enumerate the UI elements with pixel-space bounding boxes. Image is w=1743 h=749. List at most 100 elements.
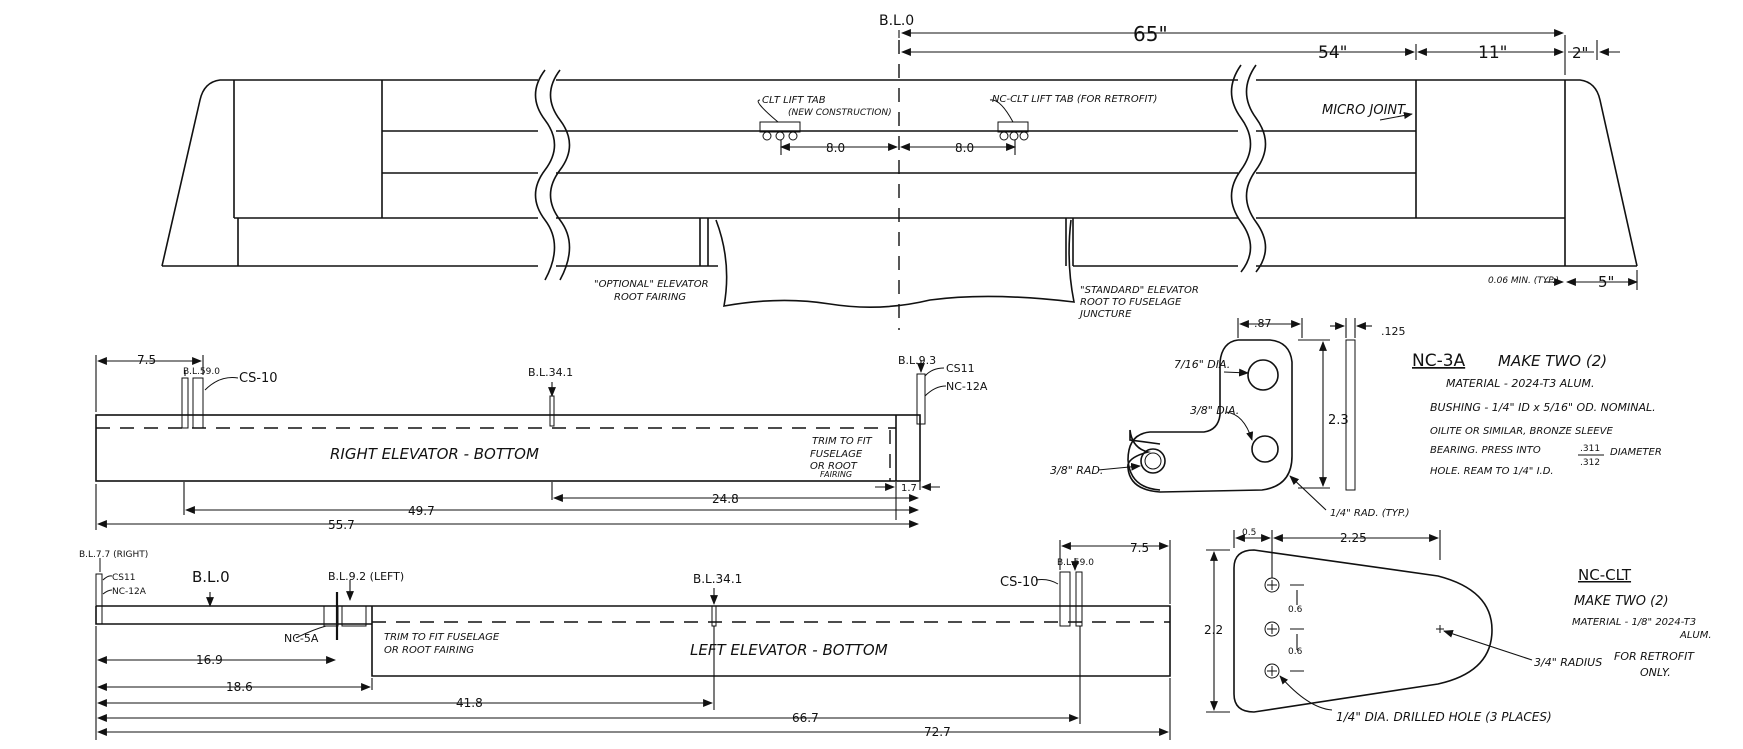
ncclt-retro-1: FOR RETROFIT: [1614, 650, 1695, 663]
clt-leader: [757, 99, 779, 123]
cs11-leader-right: [924, 367, 945, 377]
nc3a-dim-87: .87: [1254, 317, 1272, 330]
right-elevator-view: RIGHT ELEVATOR - BOTTOM 7.5 B.L.59.0 CS-…: [95, 353, 988, 532]
nc3a-bushing-inner: [1144, 452, 1162, 470]
cs10-leader-right: [204, 377, 239, 391]
cs11-label-right: CS11: [946, 362, 975, 375]
cs10-horn-right: [192, 377, 204, 429]
ncclt-dim-0-6a: 0.6: [1288, 605, 1303, 615]
right-trim-note-3: OR ROOT: [810, 461, 858, 472]
dim-49-7: 49.7: [408, 504, 435, 518]
right-elevator-outline: [95, 414, 921, 482]
bl92-label: B.L.9.2 (LEFT): [328, 570, 404, 583]
bl77-label: B.L.7.7 (RIGHT): [79, 550, 148, 560]
right-trim-note-1: TRIM TO FIT: [812, 436, 873, 447]
nc3a-dim-2-3: 2.3: [1328, 413, 1349, 428]
ncclt-hole-spacing-dims: [1290, 584, 1304, 672]
clt-tab-label: CLT LIFT TAB: [762, 95, 826, 106]
ext-lines-7-5-left: [1059, 540, 1171, 604]
bl34-label-right: B.L.34.1: [528, 366, 573, 379]
nc3a-note-1: MATERIAL - 2024-T3 ALUM.: [1446, 377, 1594, 390]
nc3a-ext-lines-top: [1237, 318, 1356, 338]
ncclt-leader: [989, 99, 1014, 123]
break-line-left-a: [534, 69, 556, 281]
right-trim-note-4: FAIRING: [820, 470, 852, 479]
right-trim-note-2: FUSELAGE: [810, 449, 863, 460]
bl59-horn: [181, 377, 189, 429]
nc3a-note-3: OILITE OR SIMILAR, BRONZE SLEEVE: [1430, 426, 1613, 437]
nc3a-rad-1-4-label: 1/4" RAD. (TYP.): [1330, 508, 1410, 519]
dim-55-7: 55.7: [328, 518, 355, 532]
nc3a-note-2: BUSHING - 1/4" ID x 5/16" OD. NOMINAL.: [1430, 401, 1656, 414]
dim-16-9: 16.9: [196, 653, 223, 667]
hinge-line: [233, 80, 1565, 219]
ext-lines-left-bottom-2: [95, 700, 1171, 740]
nc3a-hole-3-8: [1251, 435, 1279, 463]
nc3a-part-view: .87 .125 7/16" DIA. 3/8" DIA. 3/8" RAD. …: [1050, 317, 1662, 519]
bl59-label-left: B.L.59.0: [1057, 558, 1094, 568]
ext-lines-left-bottom: [95, 626, 1171, 710]
nc3a-rad-3-8-label: 3/8" RAD.: [1050, 464, 1103, 477]
extension-lines-top: [898, 30, 1598, 75]
ncclt-hole-2: [1264, 621, 1280, 637]
break-line-right-b: [1245, 64, 1267, 273]
ncclt-dim-0-5: 0.5: [1242, 528, 1256, 538]
cs10-label-left: CS-10: [1000, 575, 1039, 590]
left-elevator-outline: [96, 605, 1171, 677]
break-line-right-a: [1230, 64, 1252, 273]
left-trim-note-1: TRIM TO FIT FUSELAGE: [384, 632, 500, 643]
ncclt-retro-2: ONLY.: [1640, 666, 1671, 679]
micro-joint-leader: [1379, 111, 1413, 121]
nc3a-note-4a: BEARING. PRESS INTO: [1430, 445, 1541, 456]
nc3a-note-4c: .312: [1580, 458, 1600, 468]
standard-juncture-label-2: ROOT TO FUSELAGE: [1080, 297, 1182, 308]
ext-lines-right-bottom: [183, 482, 921, 520]
nc5a-leader: [295, 625, 327, 639]
dim-72-7: 72.7: [924, 725, 951, 739]
left-trim-note-2: OR ROOT FAIRING: [384, 645, 474, 656]
dim-18-6: 18.6: [226, 680, 253, 694]
nc3a-title: NC-3A: [1412, 351, 1466, 371]
nc3a-hole-3-8-label: 3/8" DIA.: [1190, 404, 1239, 417]
nc5a-label: NC-5A: [284, 632, 319, 645]
ncclt-tab-label: NC-CLT LIFT TAB (FOR RETROFIT): [992, 94, 1157, 105]
ext-lines-7-5-right: [95, 355, 204, 412]
min-note: 0.06 MIN. (TYP.): [1488, 276, 1559, 286]
nc3a-outline-a: [1127, 339, 1293, 493]
nc3a-leader-7-16: [1223, 368, 1249, 377]
standard-juncture-label-3: JUNCTURE: [1078, 309, 1132, 320]
clt-tab-sublabel: (NEW CONSTRUCTION): [788, 108, 892, 118]
span-65-label: 65": [1133, 22, 1168, 46]
span-5-label: 5": [1598, 273, 1614, 291]
nc5a-bracket-b: [341, 605, 367, 627]
ncclt-hole-centers: [1267, 580, 1277, 676]
clt-lift-tab: [759, 121, 801, 141]
nc3a-ext-lines-side: [1298, 339, 1330, 489]
nc3a-leader-3-8: [1225, 411, 1254, 441]
left-root-strip: [95, 606, 372, 625]
left-elevator-view: LEFT ELEVATOR - BOTTOM B.L.7.7 (RIGHT) C…: [79, 540, 1171, 740]
nc3a-outline-b: [1127, 339, 1239, 491]
dim-24-8: 24.8: [712, 492, 739, 506]
ncclt-material-1: MATERIAL - 1/8" 2024-T3: [1572, 617, 1696, 628]
bl59-horn-left: [1075, 571, 1083, 627]
nc12a-label-right: NC-12A: [946, 380, 988, 393]
ncclt-radius-center: [1436, 625, 1444, 633]
ncclt-hole-3: [1264, 663, 1280, 679]
micro-joint-label: MICRO JOINT: [1322, 103, 1406, 118]
ncclt-ext-lines-top: [1233, 530, 1441, 578]
left-tip-outline: [161, 79, 234, 267]
ext-lines-8: [780, 140, 1016, 155]
dim-66-7: 66.7: [792, 711, 819, 725]
ncclt-part-view: 0.5 2.25 2.2 0.6 0.6 3/4" RADIUS 1/4" DI…: [1204, 528, 1712, 724]
fuselage-juncture: [715, 219, 1076, 308]
cs10-horn-left: [1059, 571, 1071, 627]
ncclt-holes-leader: [1279, 675, 1333, 711]
ncclt-radius-label: 3/4" RADIUS: [1534, 656, 1602, 669]
bl34-label-left: B.L.34.1: [693, 572, 742, 586]
bl34-horn-right: [549, 395, 555, 427]
cs11-horn-right: [916, 373, 926, 425]
nc3a-note-4d: DIAMETER: [1610, 447, 1662, 458]
dim-8-left: 8.0: [826, 141, 845, 155]
